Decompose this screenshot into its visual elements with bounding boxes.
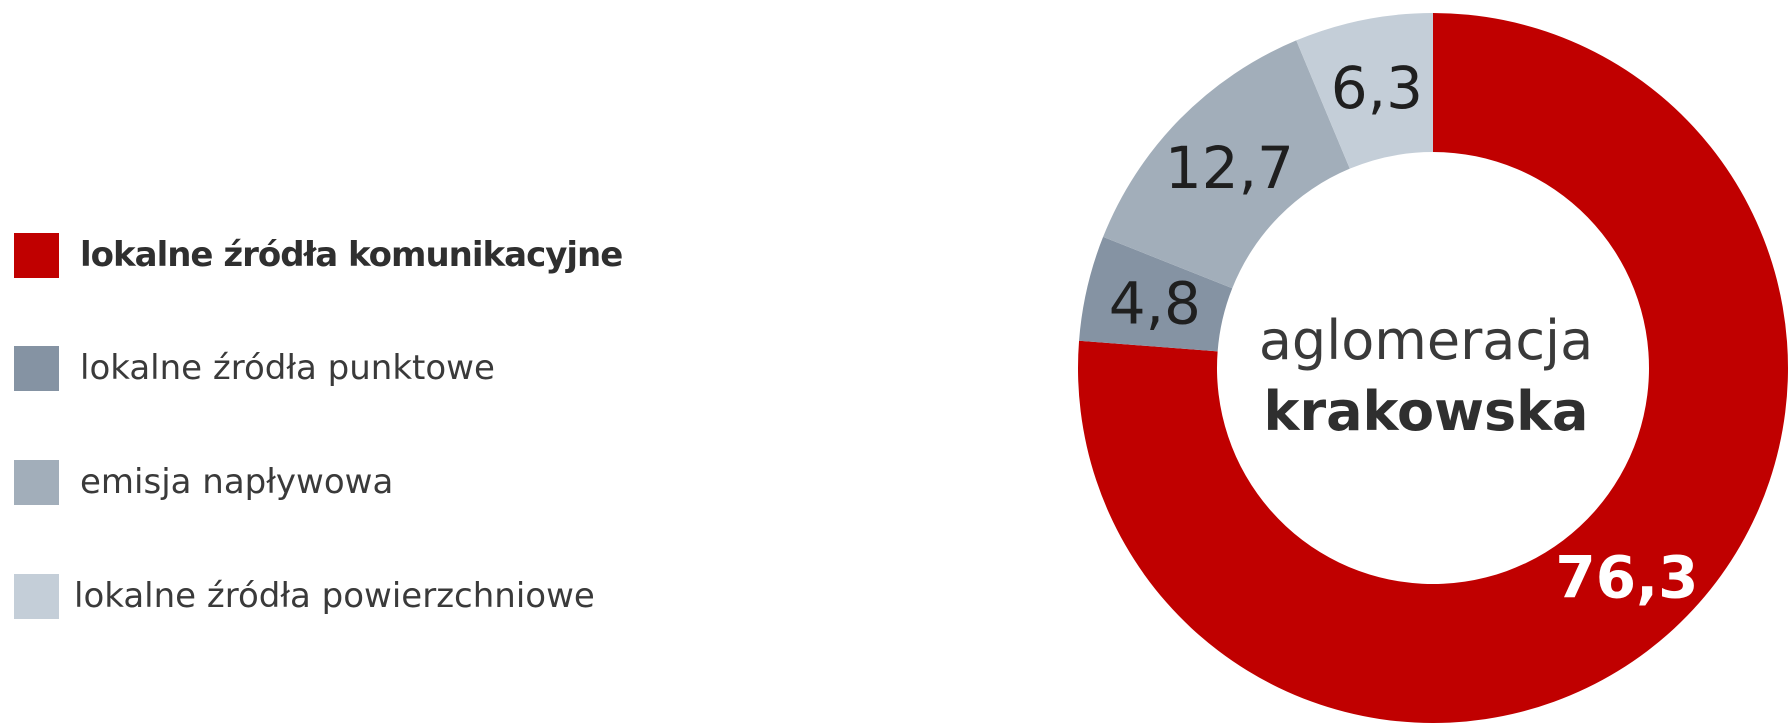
legend-item-komunikacyjne: lokalne źródła komunikacyjne bbox=[14, 232, 623, 278]
slice-punktowe bbox=[1079, 236, 1233, 352]
center-label-line2: krakowska bbox=[1264, 380, 1589, 443]
legend-label-komunikacyjne: lokalne źródła komunikacyjne bbox=[80, 235, 623, 275]
slice-powierzchniowe bbox=[1296, 13, 1433, 169]
slice-komunikacyjne bbox=[1078, 13, 1788, 723]
legend-item-powierzchniowe: lokalne źródła powierzchniowe bbox=[14, 573, 595, 619]
legend-swatch-powierzchniowe bbox=[14, 573, 59, 619]
slice-value-label-punktowe: 4,8 bbox=[1109, 270, 1201, 338]
legend-swatch-naplywowa bbox=[14, 459, 59, 505]
legend-label-punktowe: lokalne źródła punktowe bbox=[80, 348, 495, 388]
legend-label-powierzchniowe: lokalne źródła powierzchniowe bbox=[74, 576, 595, 616]
legend-label-naplywowa: emisja napływowa bbox=[80, 462, 394, 502]
legend-swatch-punktowe bbox=[14, 345, 59, 391]
slice-value-label-komunikacyjne: 76,3 bbox=[1555, 543, 1698, 611]
slice-naplywowa bbox=[1103, 40, 1350, 289]
slice-value-label-powierzchniowe: 6,3 bbox=[1331, 54, 1423, 122]
donut-slices bbox=[1078, 13, 1788, 723]
legend-swatch-komunikacyjne bbox=[14, 232, 59, 278]
legend-item-naplywowa: emisja napływowa bbox=[14, 459, 393, 505]
donut-slice-labels: 76,3 4,8 12,7 6,3 bbox=[1109, 54, 1699, 611]
legend-item-punktowe: lokalne źródła punktowe bbox=[14, 345, 495, 391]
center-label-line1: aglomeracja bbox=[1259, 309, 1593, 372]
slice-value-label-naplywowa: 12,7 bbox=[1165, 134, 1294, 202]
